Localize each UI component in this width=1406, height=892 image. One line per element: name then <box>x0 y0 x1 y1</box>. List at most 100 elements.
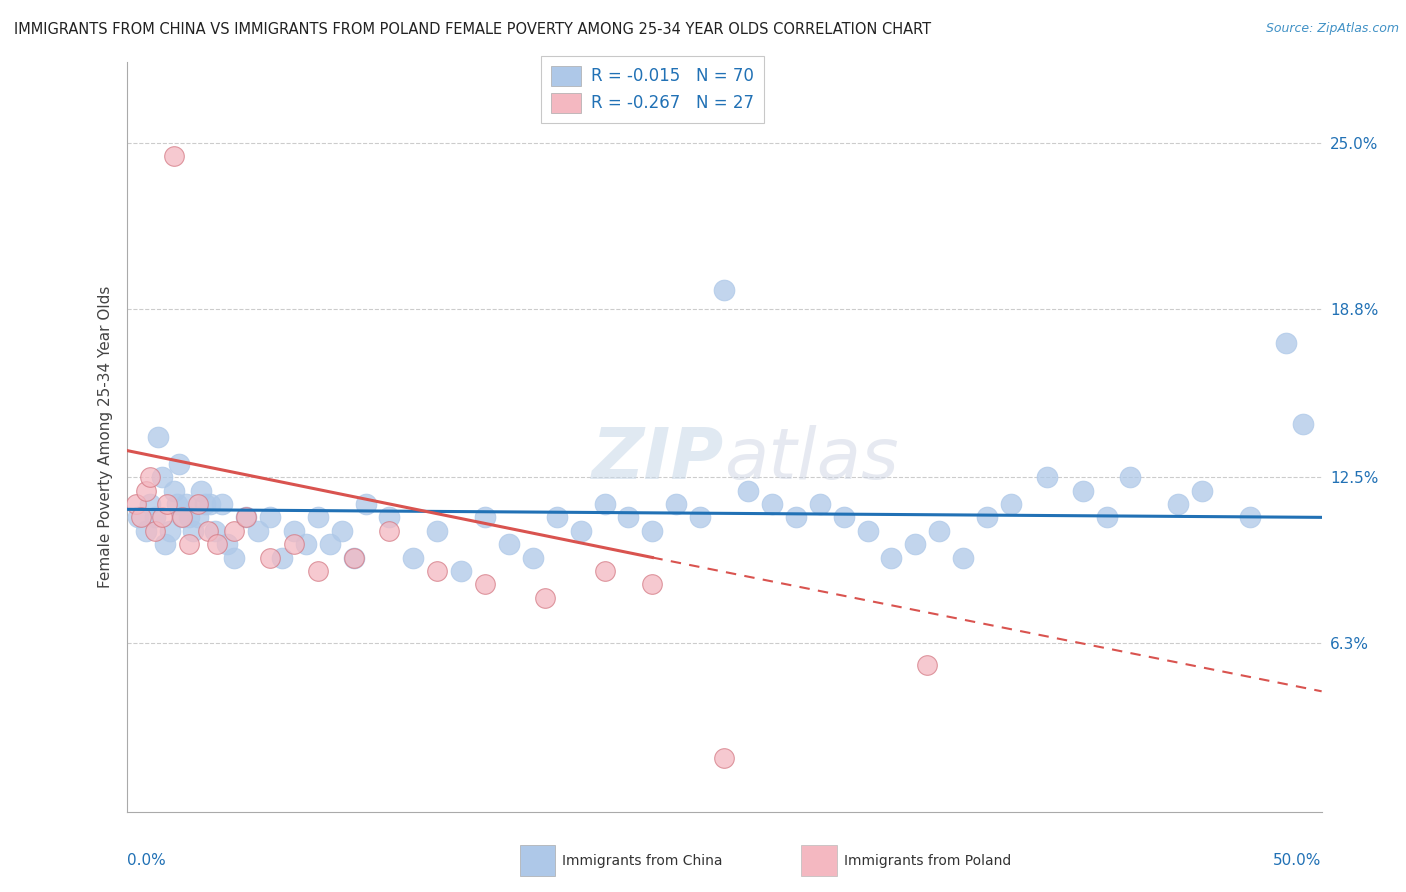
Point <box>1000 497 1022 511</box>
Point <box>761 497 783 511</box>
Point <box>170 510 193 524</box>
Point <box>318 537 342 551</box>
Point <box>915 657 938 672</box>
Point <box>641 577 664 591</box>
Point <box>163 483 186 498</box>
Point <box>426 524 449 538</box>
Point <box>190 483 212 498</box>
Point <box>177 537 200 551</box>
Point <box>1191 483 1213 498</box>
Text: Immigrants from China: Immigrants from China <box>562 854 723 868</box>
Point <box>146 430 169 444</box>
Point <box>713 751 735 765</box>
Point <box>159 524 181 538</box>
Point <box>641 524 664 538</box>
Point <box>546 510 568 524</box>
Text: Source: ZipAtlas.com: Source: ZipAtlas.com <box>1265 22 1399 36</box>
Point <box>166 497 188 511</box>
Point <box>474 577 496 591</box>
Point <box>283 524 305 538</box>
Text: 50.0%: 50.0% <box>1274 853 1322 868</box>
Point <box>187 497 209 511</box>
Point <box>856 524 879 538</box>
Point <box>143 510 166 524</box>
Point <box>665 497 688 511</box>
Point <box>354 497 377 511</box>
Point <box>270 550 292 565</box>
Point <box>247 524 270 538</box>
Point <box>183 524 205 538</box>
Point <box>952 550 974 565</box>
Point <box>163 149 186 163</box>
Point <box>1167 497 1189 511</box>
Point <box>135 524 157 538</box>
Point <box>1035 470 1057 484</box>
Point <box>689 510 711 524</box>
Point <box>330 524 353 538</box>
Point <box>832 510 855 524</box>
Point <box>125 497 148 511</box>
Point <box>197 524 219 538</box>
Text: 0.0%: 0.0% <box>127 853 166 868</box>
FancyBboxPatch shape <box>520 846 555 876</box>
Point <box>533 591 555 605</box>
Point <box>259 550 281 565</box>
Point <box>1119 470 1142 484</box>
Point <box>194 497 217 511</box>
Point <box>713 283 735 297</box>
FancyBboxPatch shape <box>801 846 837 876</box>
Point <box>522 550 544 565</box>
Point <box>153 537 176 551</box>
Point <box>378 510 401 524</box>
Point <box>135 483 157 498</box>
Point <box>498 537 520 551</box>
Point <box>808 497 831 511</box>
Point <box>139 470 162 484</box>
Point <box>402 550 425 565</box>
Point <box>569 524 592 538</box>
Point <box>880 550 903 565</box>
Point <box>294 537 316 551</box>
Point <box>235 510 257 524</box>
Point <box>617 510 640 524</box>
Point <box>200 497 222 511</box>
Point <box>928 524 950 538</box>
Legend: R = -0.015   N = 70, R = -0.267   N = 27: R = -0.015 N = 70, R = -0.267 N = 27 <box>541 56 763 123</box>
Point <box>593 497 616 511</box>
Point <box>1071 483 1094 498</box>
Point <box>474 510 496 524</box>
Point <box>378 524 401 538</box>
Point <box>156 497 179 511</box>
Point <box>187 510 209 524</box>
Point <box>1291 417 1313 431</box>
Point <box>785 510 807 524</box>
Point <box>222 550 246 565</box>
Point <box>207 537 229 551</box>
Point <box>150 470 174 484</box>
Point <box>450 564 472 578</box>
Point <box>307 510 329 524</box>
Point <box>222 524 246 538</box>
Point <box>204 524 226 538</box>
Point <box>904 537 927 551</box>
Point <box>1239 510 1261 524</box>
Point <box>235 510 257 524</box>
Point <box>976 510 998 524</box>
Text: ZIP: ZIP <box>592 425 724 494</box>
Point <box>737 483 759 498</box>
Point <box>170 510 193 524</box>
Point <box>1095 510 1118 524</box>
Point <box>174 497 197 511</box>
Point <box>343 550 366 565</box>
Point <box>426 564 449 578</box>
Point <box>1274 336 1296 351</box>
Y-axis label: Female Poverty Among 25-34 Year Olds: Female Poverty Among 25-34 Year Olds <box>97 286 112 588</box>
Text: Immigrants from Poland: Immigrants from Poland <box>844 854 1011 868</box>
Point <box>143 524 166 538</box>
Point <box>215 537 238 551</box>
Text: atlas: atlas <box>724 425 898 494</box>
Point <box>593 564 616 578</box>
Point <box>259 510 281 524</box>
Point <box>307 564 329 578</box>
Point <box>211 497 233 511</box>
